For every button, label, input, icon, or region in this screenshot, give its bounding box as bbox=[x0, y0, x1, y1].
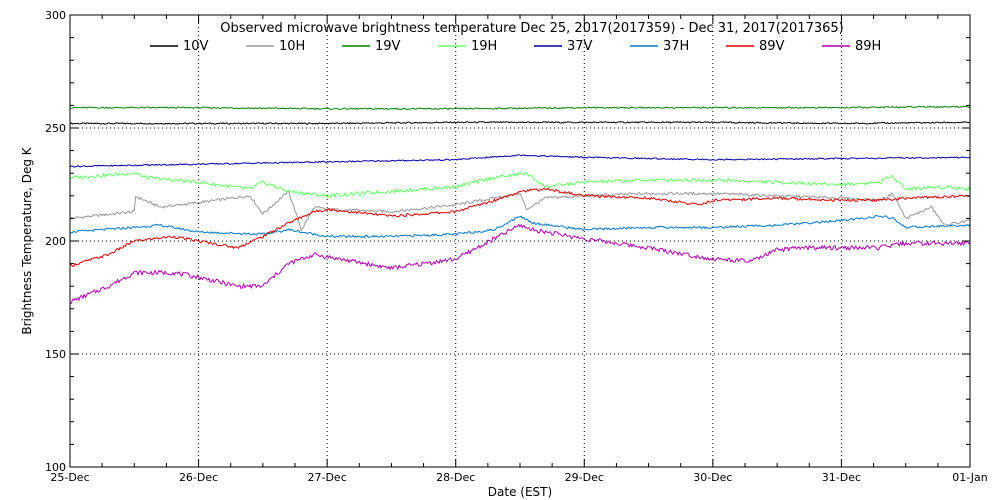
legend-label-37h: 37H bbox=[663, 39, 689, 54]
series-lines bbox=[69, 105, 971, 305]
series-line-19h bbox=[69, 171, 971, 199]
series-line-37h bbox=[69, 215, 971, 239]
y-tick-label: 100 bbox=[45, 461, 66, 474]
y-tick-label: 300 bbox=[45, 9, 66, 22]
x-axis-label: Date (EST) bbox=[488, 485, 552, 499]
y-tick-label: 150 bbox=[45, 348, 66, 361]
series-line-10v bbox=[69, 121, 971, 125]
x-tick-label: 31-Dec bbox=[822, 471, 861, 484]
x-tick-label: 28-Dec bbox=[436, 471, 475, 484]
legend-label-89v: 89V bbox=[759, 39, 785, 54]
legend-label-19h: 19H bbox=[471, 39, 497, 54]
legend: 10V 10H 19V 19H 37V 37H 89V 89H bbox=[150, 39, 881, 54]
series-line-89h bbox=[69, 223, 971, 305]
legend-label-37v: 37V bbox=[567, 39, 593, 54]
grid-lines bbox=[70, 15, 970, 467]
series-line-89v bbox=[70, 187, 971, 267]
x-tick-label: 29-Dec bbox=[565, 471, 604, 484]
x-tick-label: 01-Jan bbox=[952, 471, 988, 484]
y-tick-label: 200 bbox=[45, 235, 66, 248]
x-tick-label: 26-Dec bbox=[179, 471, 218, 484]
legend-label-19v: 19V bbox=[375, 39, 401, 54]
series-line-19v bbox=[69, 105, 971, 110]
y-axis-label: Brightness Temperature, Deg K bbox=[20, 146, 34, 334]
legend-label-89h: 89H bbox=[855, 39, 881, 54]
x-tick-label: 30-Dec bbox=[693, 471, 732, 484]
series-line-10h bbox=[69, 190, 971, 231]
x-tick-label: 27-Dec bbox=[308, 471, 347, 484]
axis-ticks: 25-Dec 26-Dec 27-Dec 28-Dec 29-Dec 30-Dec 31-D… bbox=[45, 9, 988, 484]
series-line-37v bbox=[69, 154, 971, 168]
y-tick-label: 250 bbox=[45, 122, 66, 135]
legend-label-10h: 10H bbox=[279, 39, 305, 54]
legend-label-10v: 10V bbox=[183, 39, 209, 54]
x-tick-label: 25-Dec bbox=[50, 471, 89, 484]
chart-title: Observed microwave brightness temperatur… bbox=[220, 21, 844, 36]
